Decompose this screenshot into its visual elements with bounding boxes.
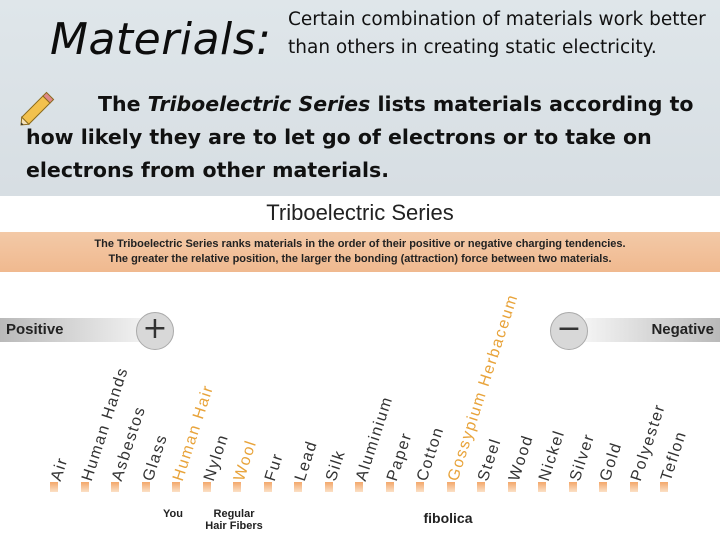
material-label: Nickel [536, 428, 569, 484]
description-line-2: The greater the relative position, the l… [108, 253, 612, 265]
material-tick [324, 482, 333, 492]
material-tick [599, 482, 607, 492]
footer-you: You [163, 508, 183, 520]
body-text-emphasis: Triboelectric Series [147, 92, 371, 116]
figure-title: Triboelectric Series [266, 200, 454, 225]
footer-hair: Regular Hair Fibers [196, 508, 272, 532]
material-label: Glass [139, 431, 171, 484]
material-label: Wood [505, 432, 537, 484]
minus-icon: − [550, 312, 588, 350]
material-label: Teflon [658, 428, 691, 484]
negative-bar: Negative [585, 318, 720, 342]
triboelectric-figure: Triboelectric Series The Triboelectric S… [0, 196, 720, 540]
material-tick [202, 482, 211, 492]
body-text-end: lists materials according to how likely … [26, 92, 694, 182]
material-label: Lead [292, 438, 322, 484]
footer-brand: fibolica [423, 510, 473, 526]
material-tick [477, 482, 485, 492]
material-tick [416, 482, 424, 492]
material-tick [233, 482, 241, 492]
material-tick [172, 482, 180, 492]
material-tick [629, 482, 638, 492]
material-label: Air [48, 455, 72, 484]
material-tick [294, 482, 302, 492]
slide-note: Certain combination of materials work be… [288, 9, 706, 58]
material-label: Paper [383, 430, 416, 484]
body-text: The Triboelectric Series lists materials… [26, 88, 716, 187]
plus-icon: + [136, 312, 174, 350]
material-label: Fur [261, 450, 287, 484]
material-label: Silver [566, 431, 598, 484]
footer-hair-line-1: Regular [213, 508, 255, 520]
slide-title: Materials: [50, 14, 272, 65]
body-text-start: The [98, 92, 148, 116]
positive-label: Positive [6, 321, 64, 338]
material-tick [446, 482, 455, 492]
pencil-icon [20, 91, 55, 126]
material-tick [80, 482, 89, 492]
material-tick [141, 482, 150, 492]
material-tick [385, 482, 394, 492]
material-label: Nylon [200, 431, 232, 484]
positive-bar: Positive [0, 318, 150, 342]
material-label: Wool [231, 437, 261, 484]
material-tick [538, 482, 546, 492]
material-tick [660, 482, 668, 492]
material-tick [111, 482, 119, 492]
negative-label: Negative [651, 321, 714, 338]
material-tick [568, 482, 577, 492]
description-line-1: The Triboelectric Series ranks materials… [94, 238, 626, 250]
material-tick [50, 482, 58, 492]
material-label: Steel [475, 436, 505, 484]
material-label: Gold [597, 440, 626, 484]
description-band: The Triboelectric Series ranks materials… [0, 232, 720, 272]
material-tick [355, 482, 363, 492]
material-tick [263, 482, 272, 492]
tick-row [0, 482, 720, 496]
material-label: Cotton [414, 424, 448, 484]
footer-hair-line-2: Hair Fibers [205, 520, 263, 532]
material-tick [507, 482, 516, 492]
material-label: Silk [322, 447, 349, 484]
